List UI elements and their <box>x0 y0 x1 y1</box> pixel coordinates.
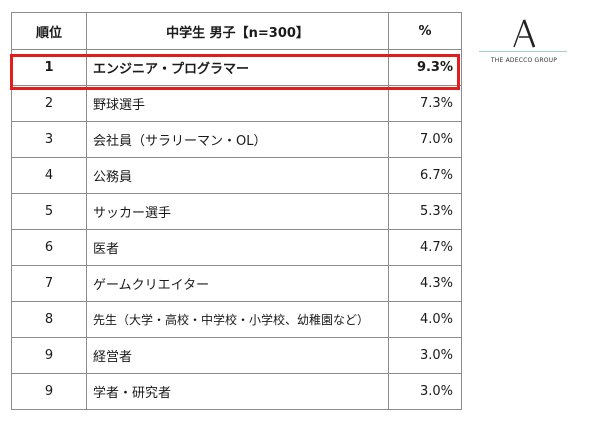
rank-cell: 7 <box>11 265 87 302</box>
rank-cell: 1 <box>11 49 87 86</box>
occupation-cell: 経営者 <box>86 337 389 374</box>
occupation-cell: ゲームクリエイター <box>86 265 389 302</box>
percent-cell: 7.3% <box>388 85 462 122</box>
table-row: 3 会社員（サラリーマン・OL） 7.0% <box>11 121 462 158</box>
rank-cell: 3 <box>11 121 87 158</box>
table-header-row: 順位 中学生 男子【n=300】 % <box>11 12 462 50</box>
table-row: 8 先生（大学・高校・中学校・小学校、幼稚園など） 4.0% <box>11 301 462 338</box>
occupation-cell: 野球選手 <box>86 85 389 122</box>
table-row: 9 経営者 3.0% <box>11 337 462 374</box>
occupation-cell: 先生（大学・高校・中学校・小学校、幼稚園など） <box>86 301 389 338</box>
header-occupation: 中学生 男子【n=300】 <box>86 12 389 50</box>
percent-cell: 7.0% <box>388 121 462 158</box>
table-row: 9 学者・研究者 3.0% <box>11 373 462 410</box>
table-row: 5 サッカー選手 5.3% <box>11 193 462 230</box>
rank-cell: 8 <box>11 301 87 338</box>
occupation-cell: 公務員 <box>86 157 389 194</box>
rank-cell: 9 <box>11 373 87 410</box>
rank-cell: 5 <box>11 193 87 230</box>
logo-text: THE ADECCO GROUP <box>490 57 558 64</box>
table-row: 4 公務員 6.7% <box>11 157 462 194</box>
adecco-a-mark-icon <box>513 19 536 48</box>
rank-cell: 2 <box>11 85 87 122</box>
percent-cell: 6.7% <box>388 157 462 194</box>
percent-cell: 3.0% <box>388 337 462 374</box>
rank-cell: 9 <box>11 337 87 374</box>
percent-cell: 4.0% <box>388 301 462 338</box>
percent-cell: 4.3% <box>388 265 462 302</box>
occupation-cell: 医者 <box>86 229 389 266</box>
occupation-cell: サッカー選手 <box>86 193 389 230</box>
table-row: 7 ゲームクリエイター 4.3% <box>11 265 462 302</box>
table-row: 1 エンジニア・プログラマー 9.3% <box>11 49 462 86</box>
header-percent: % <box>388 12 462 50</box>
logo-rule <box>479 51 567 52</box>
table-row: 2 野球選手 7.3% <box>11 85 462 122</box>
percent-cell: 4.7% <box>388 229 462 266</box>
rank-cell: 6 <box>11 229 87 266</box>
percent-cell: 9.3% <box>388 49 462 86</box>
ranking-table: 順位 中学生 男子【n=300】 % 1 エンジニア・プログラマー 9.3% 2… <box>11 12 462 410</box>
occupation-cell: エンジニア・プログラマー <box>86 49 389 86</box>
header-rank: 順位 <box>11 12 87 50</box>
percent-cell: 5.3% <box>388 193 462 230</box>
adecco-logo: THE ADECCO GROUP <box>479 18 569 68</box>
occupation-cell: 会社員（サラリーマン・OL） <box>86 121 389 158</box>
rank-cell: 4 <box>11 157 87 194</box>
table-row: 6 医者 4.7% <box>11 229 462 266</box>
occupation-cell: 学者・研究者 <box>86 373 389 410</box>
percent-cell: 3.0% <box>388 373 462 410</box>
